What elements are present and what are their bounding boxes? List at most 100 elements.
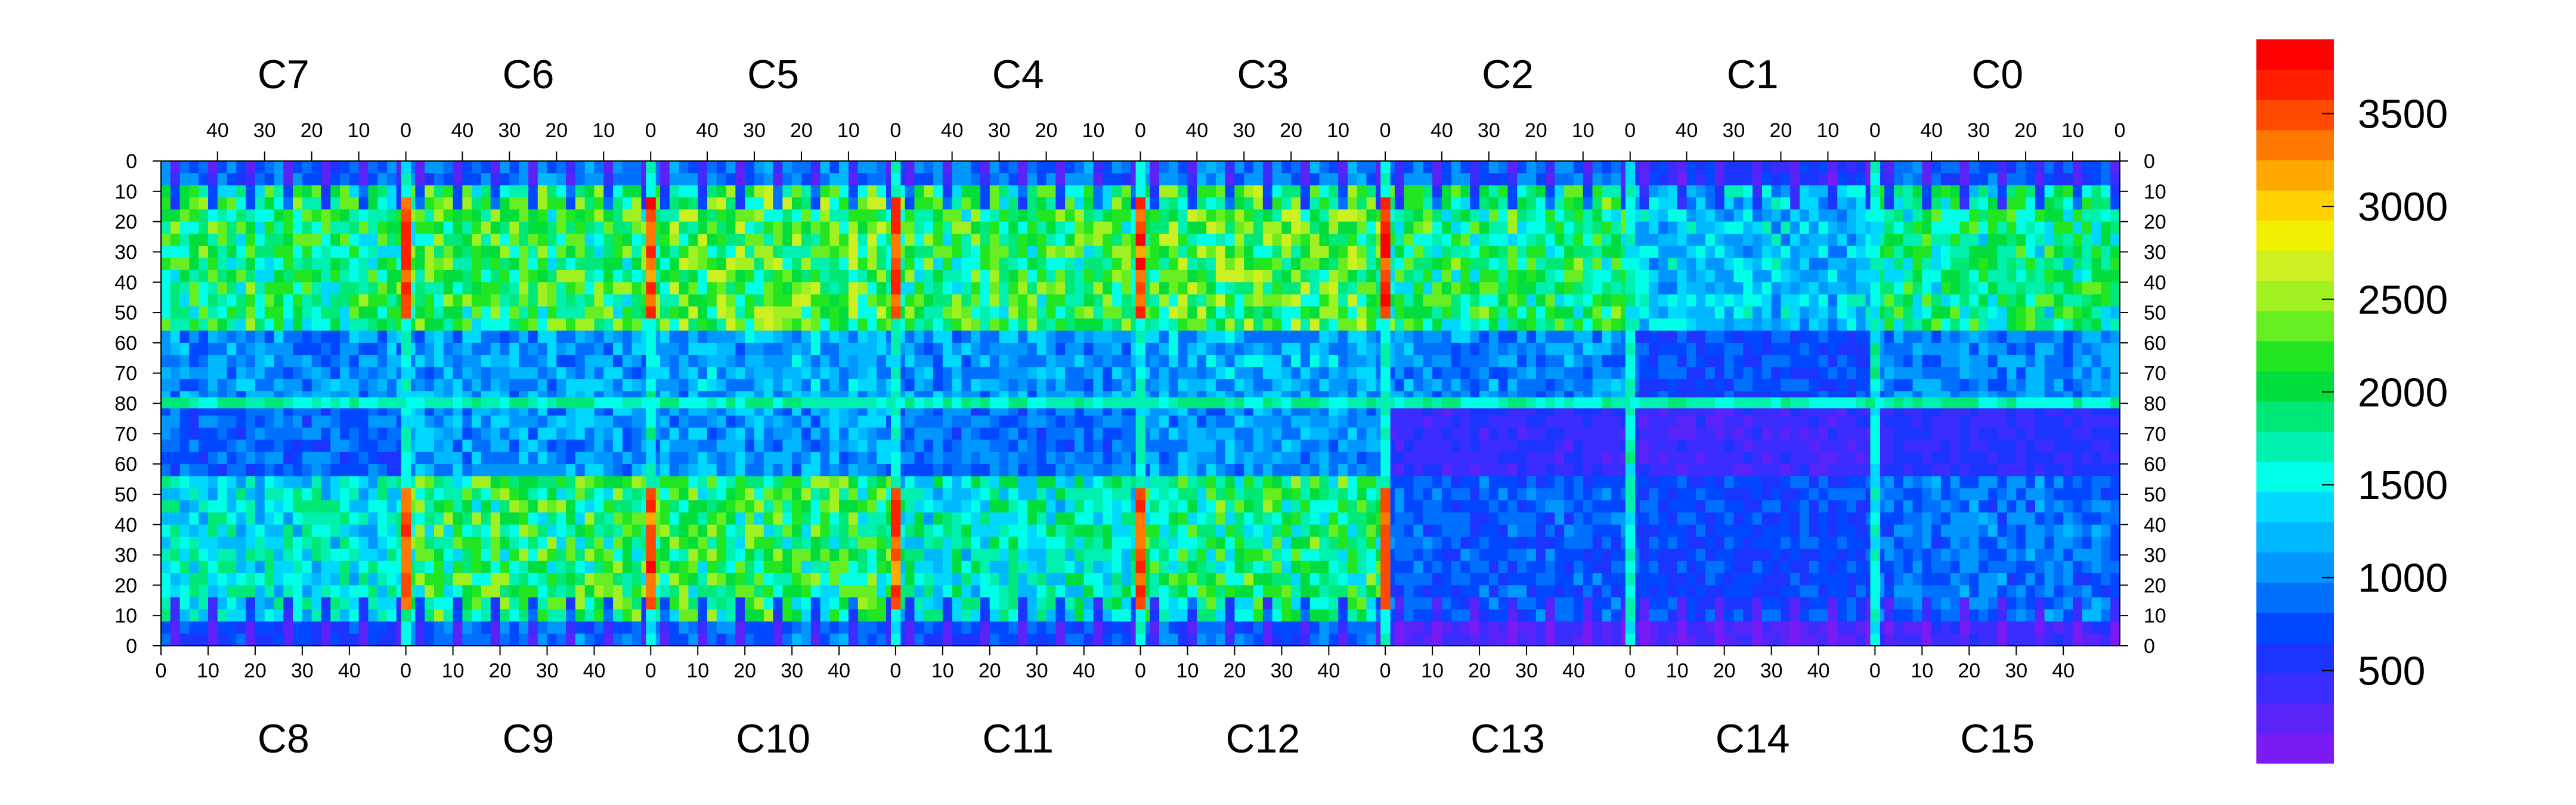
heatmap-cell xyxy=(1781,342,1791,355)
heatmap-cell xyxy=(1150,209,1160,222)
heatmap-cell xyxy=(1338,258,1348,271)
heatmap-cell xyxy=(340,561,350,574)
heatmap-cell xyxy=(377,306,388,319)
heatmap-cell xyxy=(1018,209,1028,222)
heatmap-cell xyxy=(905,270,915,283)
heatmap-cell xyxy=(594,270,604,283)
heatmap-cell xyxy=(2035,318,2045,332)
heatmap-cell xyxy=(2044,355,2055,368)
heatmap-cell xyxy=(839,355,849,368)
heatmap-cell xyxy=(443,500,454,513)
heatmap-cell xyxy=(236,464,246,477)
heatmap-cell xyxy=(1008,185,1018,198)
heatmap-cell xyxy=(500,464,510,477)
heatmap-cell xyxy=(1300,306,1311,319)
heatmap-cell xyxy=(1714,209,1725,222)
heatmap-cell xyxy=(161,537,171,550)
heatmap-cell xyxy=(387,294,397,307)
heatmap-cell xyxy=(1790,342,1800,355)
heatmap-cell xyxy=(1555,355,1565,368)
heatmap-cell xyxy=(1036,318,1047,332)
heatmap-cell xyxy=(1893,355,1904,368)
heatmap-cell xyxy=(1771,355,1782,368)
heatmap-cell xyxy=(1743,294,1753,307)
heatmap-cell xyxy=(566,367,576,380)
heatmap-cell xyxy=(227,294,237,307)
heatmap-cell xyxy=(425,500,435,513)
heatmap-cell xyxy=(2082,161,2092,174)
heatmap-cell xyxy=(321,537,331,550)
heatmap-cell xyxy=(763,342,774,355)
heatmap-cell xyxy=(1470,282,1480,295)
heatmap-cell xyxy=(773,209,783,222)
heatmap-cell xyxy=(1809,355,1819,368)
heatmap-cell xyxy=(1215,282,1226,295)
heatmap-cell xyxy=(1781,185,1791,198)
heatmap-cell xyxy=(867,233,877,246)
heatmap-cell xyxy=(161,282,171,295)
heatmap-cell xyxy=(302,609,312,622)
heatmap-cell xyxy=(1479,161,1490,174)
heatmap-cell xyxy=(716,197,727,210)
heatmap-cell xyxy=(321,294,331,307)
heatmap-cell xyxy=(1083,161,1094,174)
heatmap-cell xyxy=(1357,209,1367,222)
heatmap-cell xyxy=(547,294,557,307)
heatmap-cell xyxy=(453,197,463,210)
heatmap-cell xyxy=(1244,185,1254,198)
heatmap-cell xyxy=(1639,342,1649,355)
heatmap-cell xyxy=(1112,185,1122,198)
heatmap-cell xyxy=(1969,318,1979,332)
heatmap-cell xyxy=(1950,221,1961,234)
heatmap-cell xyxy=(519,233,529,246)
heatmap-cell xyxy=(1573,270,1584,283)
heatmap-cell xyxy=(340,282,350,295)
heatmap-cell xyxy=(509,294,519,307)
heatmap-cell xyxy=(1639,306,1649,319)
heatmap-cell xyxy=(1809,258,1819,271)
heatmap-cell xyxy=(1771,294,1782,307)
heatmap-cell xyxy=(1940,367,1951,380)
heatmap-cell xyxy=(547,342,557,355)
heatmap-cell xyxy=(443,512,454,525)
heatmap-cell xyxy=(1602,246,1612,259)
heatmap-cell xyxy=(1771,306,1782,319)
heatmap-cell xyxy=(227,318,237,332)
heatmap-cell xyxy=(377,464,388,477)
heatmap-cell xyxy=(754,197,764,210)
heatmap-cell xyxy=(989,197,1000,210)
heatmap-cell xyxy=(387,524,397,537)
heatmap-cell xyxy=(1714,221,1725,234)
heatmap-cell xyxy=(1065,161,1075,174)
heatmap-cell xyxy=(1611,282,1621,295)
heatmap-cell xyxy=(1394,330,1405,343)
heatmap-cell xyxy=(2082,294,2092,307)
heatmap-cell xyxy=(2026,318,2036,332)
heatmap-cell xyxy=(443,537,454,550)
heatmap-cell xyxy=(1178,246,1188,259)
heatmap-cell xyxy=(2054,270,2064,283)
heatmap-cell xyxy=(1800,185,1810,198)
heatmap-cell xyxy=(189,330,199,343)
heatmap-cell xyxy=(340,549,350,562)
heatmap-cell xyxy=(199,609,209,622)
heatmap-cell xyxy=(1121,185,1132,198)
heatmap-cell xyxy=(584,209,595,222)
heatmap-cell xyxy=(660,197,670,210)
heatmap-cell xyxy=(1357,161,1367,174)
heatmap-cell xyxy=(189,306,199,319)
heatmap-cell xyxy=(358,428,369,441)
heatmap-cell xyxy=(1969,258,1979,271)
heatmap-cell xyxy=(1074,209,1085,222)
heatmap-cell xyxy=(1564,342,1574,355)
heatmap-cell xyxy=(773,306,783,319)
heatmap-cell xyxy=(1573,294,1584,307)
heatmap-cell xyxy=(801,294,812,307)
heatmap-cell xyxy=(1639,318,1649,332)
heatmap-cell xyxy=(2007,367,2017,380)
heatmap-cell xyxy=(679,282,689,295)
heatmap-cell xyxy=(698,367,708,380)
heatmap-cell xyxy=(217,488,228,501)
heatmap-cell xyxy=(1338,330,1348,343)
heatmap-cell xyxy=(707,197,717,210)
